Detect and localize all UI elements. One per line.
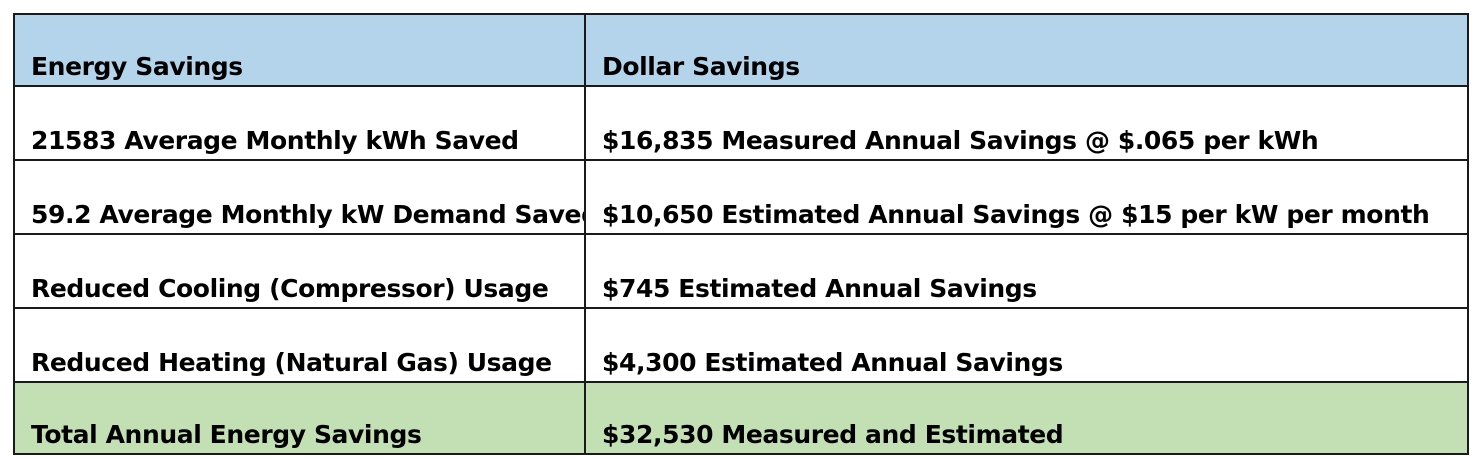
total-dollar-savings-value: $32,530 Measured and Estimated: [584, 381, 1469, 455]
energy-savings-cell: 59.2 Average Monthly kW Demand Saved: [13, 159, 586, 235]
table-row: Reduced Heating (Natural Gas) Usage $4,3…: [13, 307, 1469, 383]
energy-savings-cell: Reduced Cooling (Compressor) Usage: [13, 233, 586, 309]
table-row: Reduced Cooling (Compressor) Usage $745 …: [13, 233, 1469, 309]
energy-savings-cell: 21583 Average Monthly kWh Saved: [13, 85, 586, 161]
dollar-savings-cell: $16,835 Measured Annual Savings @ $.065 …: [584, 85, 1469, 161]
table-row: 21583 Average Monthly kWh Saved $16,835 …: [13, 85, 1469, 161]
dollar-savings-cell: $4,300 Estimated Annual Savings: [584, 307, 1469, 383]
savings-table: Energy Savings Dollar Savings 21583 Aver…: [13, 13, 1469, 455]
energy-savings-cell: Reduced Heating (Natural Gas) Usage: [13, 307, 586, 383]
dollar-savings-cell: $745 Estimated Annual Savings: [584, 233, 1469, 309]
total-row: Total Annual Energy Savings $32,530 Meas…: [13, 381, 1469, 455]
total-energy-savings-label: Total Annual Energy Savings: [13, 381, 586, 455]
table-row: 59.2 Average Monthly kW Demand Saved $10…: [13, 159, 1469, 235]
dollar-savings-cell: $10,650 Estimated Annual Savings @ $15 p…: [584, 159, 1469, 235]
table-header-row: Energy Savings Dollar Savings: [13, 13, 1469, 87]
header-dollar-savings: Dollar Savings: [584, 13, 1469, 87]
header-energy-savings: Energy Savings: [13, 13, 586, 87]
